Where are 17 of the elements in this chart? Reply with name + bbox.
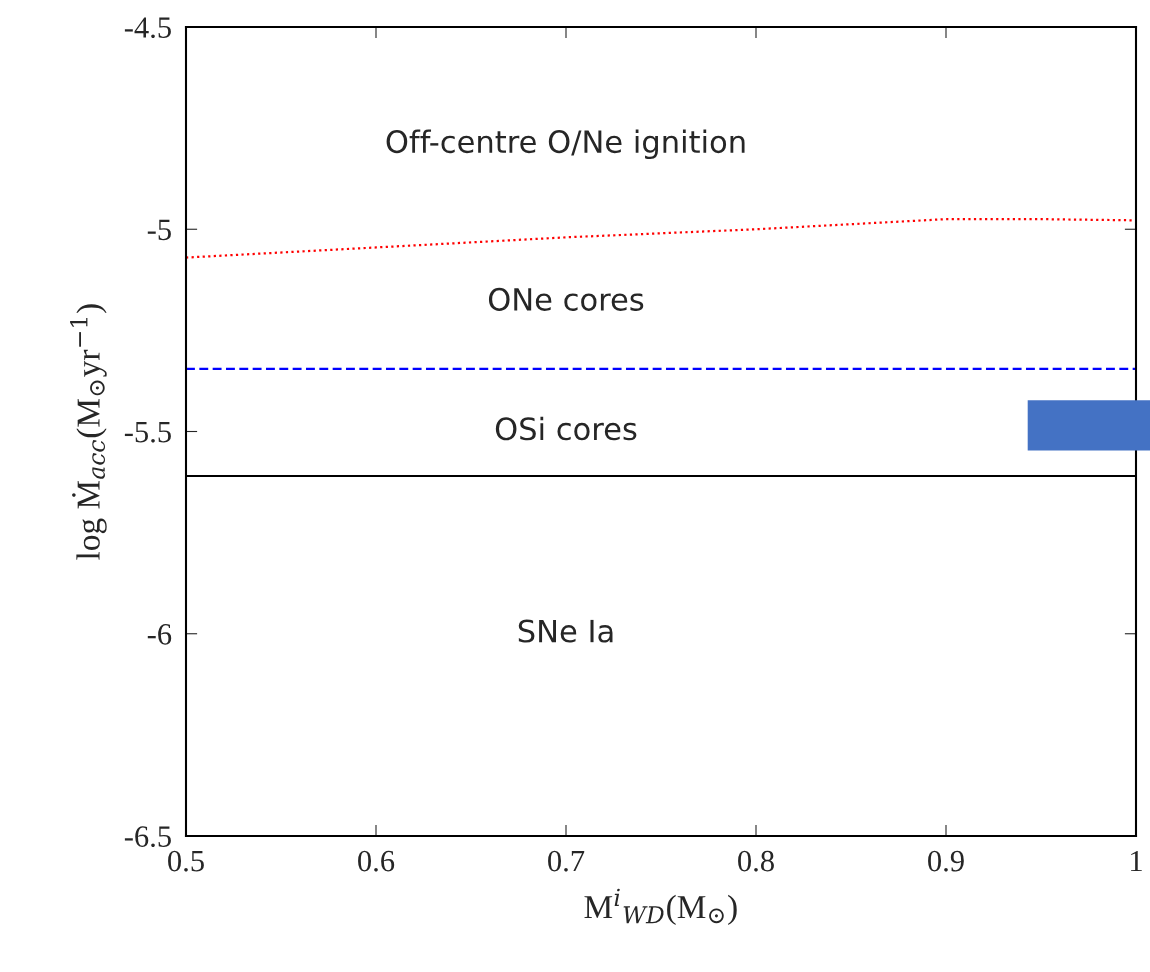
annotation: ONe cores <box>488 287 644 311</box>
annotation: Off-centre O/Ne ignition <box>386 129 745 160</box>
x-axis-title: M$^{i}$$_{WD}$(M$_{⊙}$) <box>584 888 737 926</box>
y-tick-label: -5.5 <box>124 422 171 443</box>
x-tick-label: 0.9 <box>928 850 964 872</box>
x-tick-label: 1 <box>1131 850 1142 872</box>
annotation: SNe Ia <box>518 619 613 643</box>
y-tick-label: -6.5 <box>124 826 171 848</box>
x-tick-label: 0.8 <box>738 850 774 872</box>
annotation: OSi cores <box>495 416 637 441</box>
x-tick-label: 0.6 <box>358 850 395 872</box>
y-tick-label: -6 <box>147 624 172 645</box>
y-tick-label: -5 <box>147 219 171 241</box>
y-tick-label: -4.5 <box>124 17 171 39</box>
x-tick-label: 0.5 <box>168 850 204 872</box>
y-axis-title: log Ṁ$_{acc}$(M$_{⊙}$yr$^{−1}$) <box>70 304 107 560</box>
x-tick-label: 0.7 <box>548 850 585 872</box>
